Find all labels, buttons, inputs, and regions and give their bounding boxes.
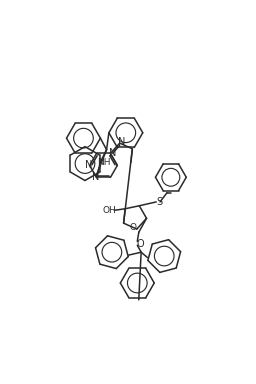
Text: O: O bbox=[136, 240, 144, 250]
Text: OH: OH bbox=[103, 206, 116, 215]
Text: O: O bbox=[130, 223, 136, 232]
Text: S: S bbox=[156, 197, 162, 207]
Text: NH: NH bbox=[98, 157, 111, 167]
Text: N: N bbox=[118, 137, 125, 147]
Text: N: N bbox=[109, 149, 116, 159]
Text: N: N bbox=[92, 172, 100, 182]
Text: N: N bbox=[85, 161, 92, 170]
